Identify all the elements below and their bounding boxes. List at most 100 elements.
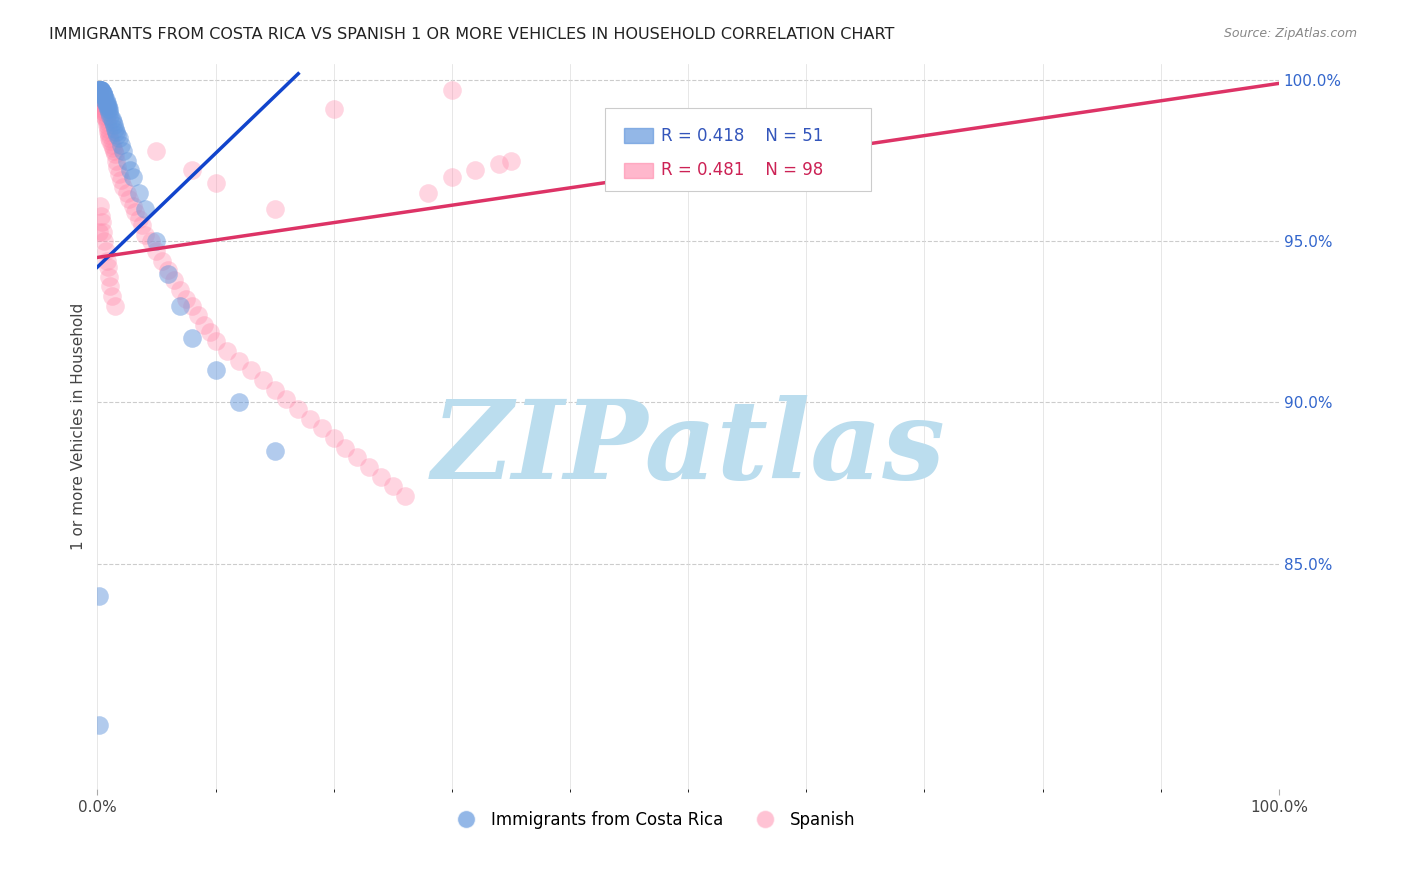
Point <box>335 441 357 455</box>
Point <box>104 121 127 136</box>
Point <box>98 102 121 116</box>
Point <box>98 105 121 120</box>
Point <box>204 334 226 349</box>
Point <box>150 253 173 268</box>
Point <box>89 86 111 100</box>
Point <box>91 86 114 100</box>
Point <box>96 115 118 129</box>
Point <box>322 102 344 116</box>
Point <box>121 199 143 213</box>
Point <box>91 102 114 116</box>
Point <box>107 128 129 142</box>
Point <box>276 392 298 407</box>
Point <box>124 205 146 219</box>
Point <box>89 86 111 100</box>
Point <box>91 99 114 113</box>
Point <box>100 137 122 152</box>
Point <box>87 86 110 100</box>
Point <box>105 153 128 168</box>
Point <box>97 102 120 116</box>
Point <box>157 267 180 281</box>
Point <box>370 469 392 483</box>
Point <box>98 131 121 145</box>
Point <box>87 83 110 97</box>
Point <box>163 273 186 287</box>
Point <box>346 450 368 465</box>
Point <box>204 177 226 191</box>
Point <box>145 235 167 249</box>
Point <box>94 109 117 123</box>
Point <box>96 95 118 110</box>
Point <box>87 83 110 97</box>
Point <box>93 235 115 249</box>
Point <box>464 163 486 178</box>
Point <box>94 244 117 258</box>
Text: R = 0.481    N = 98: R = 0.481 N = 98 <box>661 161 824 178</box>
Point <box>128 186 150 200</box>
Point <box>91 86 114 100</box>
Point <box>440 83 463 97</box>
Point <box>89 89 111 103</box>
Point <box>91 86 114 100</box>
Point <box>157 263 180 277</box>
Point <box>169 299 191 313</box>
Point <box>98 135 121 149</box>
Point <box>180 331 202 345</box>
FancyBboxPatch shape <box>624 128 652 144</box>
Point <box>252 373 274 387</box>
Point <box>228 353 250 368</box>
Point <box>87 718 110 732</box>
Point <box>87 83 110 97</box>
Point <box>90 83 112 97</box>
Point <box>91 86 114 100</box>
Point <box>118 193 141 207</box>
Point <box>134 202 156 216</box>
Point <box>198 325 221 339</box>
Point <box>91 102 114 116</box>
Point <box>93 109 115 123</box>
Point <box>187 309 209 323</box>
Point <box>104 299 127 313</box>
Point <box>98 279 121 293</box>
Point <box>91 225 114 239</box>
Point <box>174 293 197 307</box>
Point <box>89 199 111 213</box>
Point <box>204 363 226 377</box>
Point <box>90 83 112 97</box>
Point <box>120 163 142 178</box>
FancyBboxPatch shape <box>624 162 652 178</box>
Point <box>90 89 112 103</box>
Point <box>93 93 115 107</box>
Point <box>87 83 110 97</box>
Point <box>87 83 110 97</box>
Point <box>94 112 117 126</box>
Point <box>90 93 112 107</box>
Point <box>91 95 114 110</box>
Point <box>418 186 440 200</box>
Point <box>89 83 111 97</box>
Point <box>134 227 156 242</box>
Point <box>105 125 128 139</box>
Point <box>110 137 132 152</box>
Point <box>89 83 111 97</box>
Point <box>91 99 114 113</box>
Text: R = 0.418    N = 51: R = 0.418 N = 51 <box>661 127 824 145</box>
Point <box>121 169 143 184</box>
Point <box>145 144 167 158</box>
Y-axis label: 1 or more Vehicles in Household: 1 or more Vehicles in Household <box>72 303 86 550</box>
Point <box>94 95 117 110</box>
Point <box>98 269 121 284</box>
Point <box>91 215 114 229</box>
Point <box>93 89 115 103</box>
Point <box>98 109 121 123</box>
Point <box>145 244 167 258</box>
Point <box>94 93 117 107</box>
Point <box>322 431 344 445</box>
Point <box>311 421 333 435</box>
Point <box>87 225 110 239</box>
Point <box>440 169 463 184</box>
Point <box>263 202 285 216</box>
Point <box>101 115 124 129</box>
Point <box>115 186 138 200</box>
Point <box>97 260 120 274</box>
